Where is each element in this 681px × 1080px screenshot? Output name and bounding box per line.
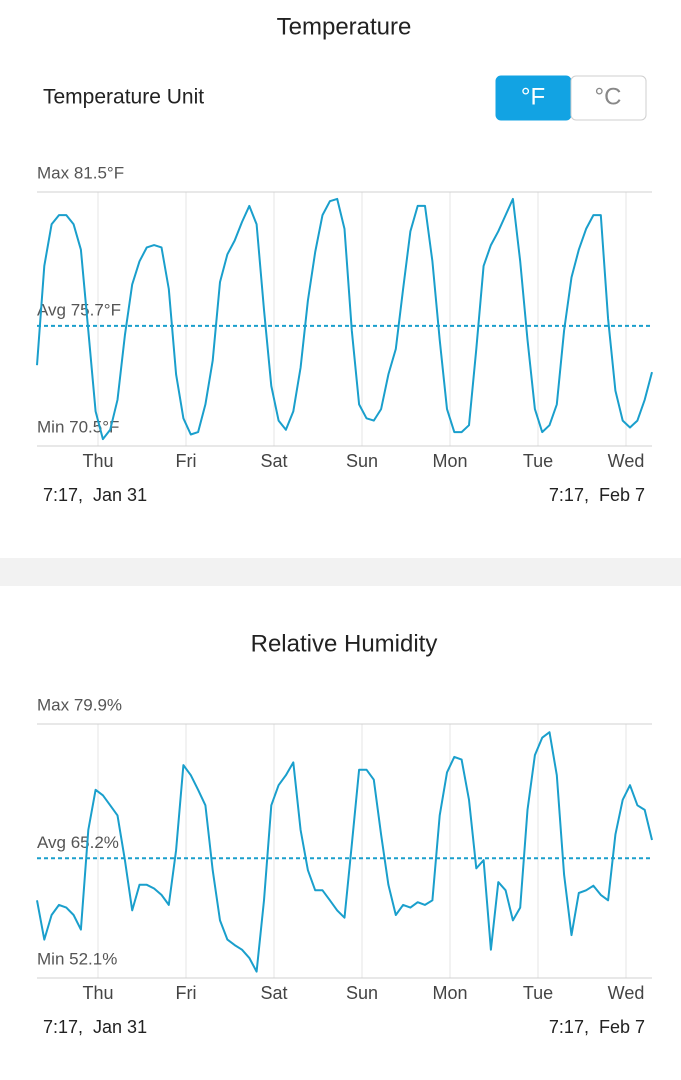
chart-title: Relative Humidity	[251, 630, 438, 657]
average-label: Avg 65.2%	[37, 833, 119, 852]
section-separator	[0, 558, 681, 586]
data-line	[36, 731, 653, 973]
x-tick-label: Thu	[82, 983, 113, 1003]
unit-label: Temperature Unit	[43, 86, 204, 109]
x-tick-label: Wed	[608, 451, 645, 471]
x-tick-label: Tue	[523, 451, 553, 471]
x-tick-label: Tue	[523, 983, 553, 1003]
x-tick-label: Fri	[176, 451, 197, 471]
x-tick-label: Fri	[176, 983, 197, 1003]
range-end: 7:17, Feb 7	[549, 485, 645, 505]
x-tick-label: Mon	[432, 451, 467, 471]
x-tick-label: Mon	[432, 983, 467, 1003]
average-label: Avg 75.7°F	[37, 300, 121, 319]
y-tick-label: Max 79.9%	[37, 695, 122, 714]
data-line	[36, 197, 653, 441]
x-tick-label: Wed	[608, 983, 645, 1003]
x-tick-label: Thu	[82, 451, 113, 471]
page-title: Temperature	[277, 13, 412, 40]
y-tick-label: Max 81.5°F	[37, 163, 124, 182]
x-tick-label: Sun	[346, 451, 378, 471]
unit-option-label[interactable]: °F	[521, 83, 545, 110]
x-tick-label: Sat	[260, 451, 287, 471]
y-tick-label: Min 52.1%	[37, 949, 117, 968]
x-tick-label: Sat	[260, 983, 287, 1003]
range-end: 7:17, Feb 7	[549, 1017, 645, 1037]
unit-option-label[interactable]: °C	[595, 83, 622, 110]
unit-option[interactable]	[570, 75, 647, 121]
range-start: 7:17, Jan 31	[43, 1017, 147, 1037]
x-tick-label: Sun	[346, 983, 378, 1003]
range-start: 7:17, Jan 31	[43, 485, 147, 505]
